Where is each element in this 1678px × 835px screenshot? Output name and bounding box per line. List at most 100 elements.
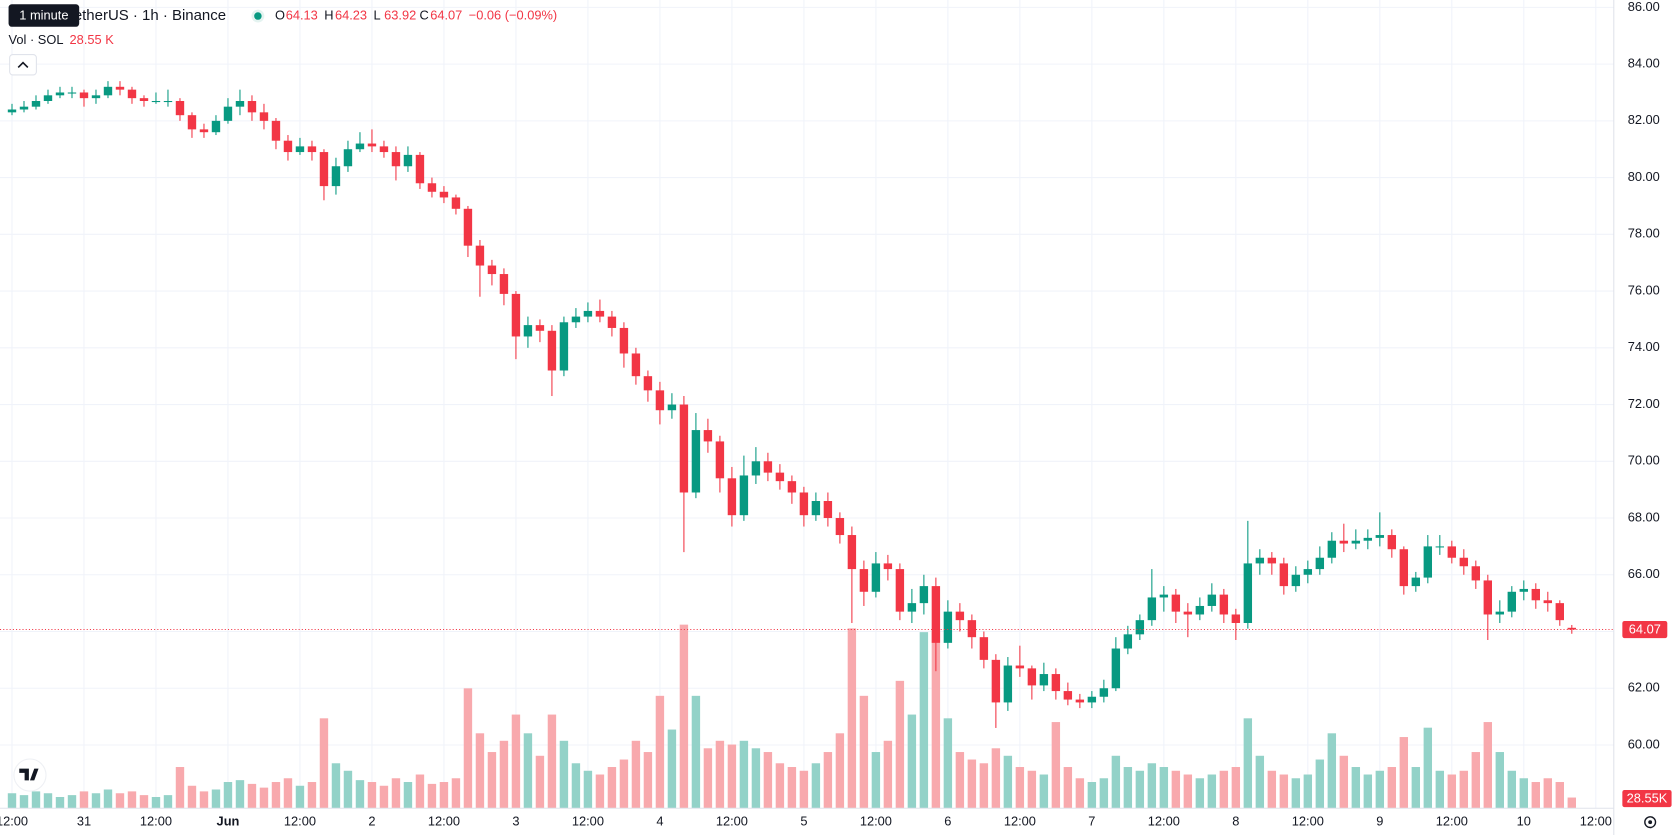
candle-body [739, 475, 749, 516]
volume-bar [979, 763, 989, 809]
volume-bar [103, 789, 113, 809]
volume-bar [1543, 778, 1552, 809]
volume-bar [271, 782, 281, 809]
x-tick-label: 12:00 [1292, 814, 1324, 829]
volume-bar [355, 780, 365, 809]
candle-body [847, 535, 857, 570]
volume-bar [1399, 737, 1409, 809]
volume-bar [1531, 782, 1541, 809]
volume-bar [259, 787, 269, 809]
volume-bar [499, 740, 509, 809]
candle-body [1315, 557, 1325, 570]
candle-body [1183, 611, 1193, 615]
candle-body [787, 481, 797, 493]
volume-bar [67, 795, 77, 809]
candle-body [1375, 535, 1385, 538]
volume-bar [235, 780, 245, 809]
candle-body [211, 120, 221, 133]
volume-bar [1447, 774, 1457, 809]
volume-bar [31, 791, 41, 809]
ohlc-letter: L [373, 7, 380, 22]
candle-body [679, 404, 689, 493]
volume-bar [727, 744, 737, 809]
volume-bar [739, 740, 749, 809]
candle-body [67, 92, 77, 94]
volume-bar [1423, 727, 1433, 809]
settings-icon[interactable] [1644, 816, 1657, 829]
candle-body [1567, 627, 1576, 630]
collapse-button[interactable] [9, 54, 37, 76]
volume-title: Vol · SOL [9, 32, 64, 47]
gear[interactable] [1644, 816, 1657, 829]
candle-body [1459, 557, 1469, 567]
volume-bar [1375, 770, 1385, 809]
x-tick-label: 5 [800, 814, 807, 829]
x-tick-label: 7 [1088, 814, 1095, 829]
candle-body [31, 100, 41, 107]
candle-body [523, 325, 533, 337]
legend: TetherUS · 1h · Binance 1 minute O 64.13… [8, 4, 557, 76]
candle-body [1063, 691, 1073, 700]
ohlc-letter: C [420, 7, 429, 22]
volume-bar [427, 783, 437, 809]
ohlc-value: 64.13 [286, 7, 318, 22]
y-tick-label: 70.00 [1628, 453, 1660, 468]
candle-body [199, 129, 209, 133]
volume-bar [1471, 752, 1481, 809]
volume-bar [511, 714, 521, 809]
x-tick-label: 12:00 [1436, 814, 1468, 829]
candle-body [19, 106, 29, 110]
volume-bar [19, 795, 29, 809]
volume-bar [307, 782, 317, 809]
candle-body [259, 112, 269, 121]
volume-bar [931, 632, 941, 809]
candle-body [379, 146, 389, 153]
volume-bar [139, 795, 149, 809]
candle-body [1099, 688, 1109, 697]
volume-bar [1291, 778, 1301, 809]
candle-body [271, 120, 281, 141]
candle-body [1207, 594, 1217, 606]
candle-body [1327, 540, 1337, 558]
x-tick-label: 12:00 [1148, 814, 1180, 829]
candle-body [307, 146, 317, 153]
y-tick-label: 86.00 [1628, 0, 1660, 14]
ohlc-value: 64.07 [430, 7, 462, 22]
candle-body [643, 376, 653, 391]
candle-body [1387, 535, 1397, 550]
volume-bar [1327, 733, 1337, 809]
candle-body [1303, 569, 1313, 575]
candle-body [79, 92, 89, 99]
volume-bar [55, 796, 65, 809]
logo-circle [13, 758, 47, 792]
x-tick-label: 4 [656, 814, 663, 829]
candle-body [1279, 563, 1289, 587]
x-tick-label: 12:00 [860, 814, 892, 829]
volume-bar [175, 767, 185, 809]
candle-body [367, 143, 377, 147]
y-tick-label: 84.00 [1628, 56, 1660, 71]
volume-bar [151, 796, 161, 809]
ohlc-value: 64.23 [335, 7, 367, 22]
volume-bar [895, 680, 905, 809]
candle-body [1051, 674, 1061, 692]
candle-body [703, 430, 713, 442]
x-tick-label: 12:00 [0, 814, 28, 829]
volume-bar [751, 748, 761, 809]
volume-bar [1243, 718, 1253, 809]
volume-bar [823, 752, 833, 809]
volume-bar [1027, 770, 1037, 809]
volume-bar [667, 729, 677, 809]
volume-bar [1267, 770, 1277, 809]
candle-body [1267, 557, 1277, 564]
volume-bar [1135, 770, 1145, 809]
ohlc-letter: O [275, 7, 285, 22]
candle-body [1255, 557, 1265, 564]
candle-body [859, 569, 869, 592]
volume-bar [1555, 782, 1564, 809]
candle-body [235, 100, 245, 107]
ohlc-letter: H [324, 7, 333, 22]
candle-body [139, 98, 149, 101]
volume-bar [1219, 770, 1229, 809]
